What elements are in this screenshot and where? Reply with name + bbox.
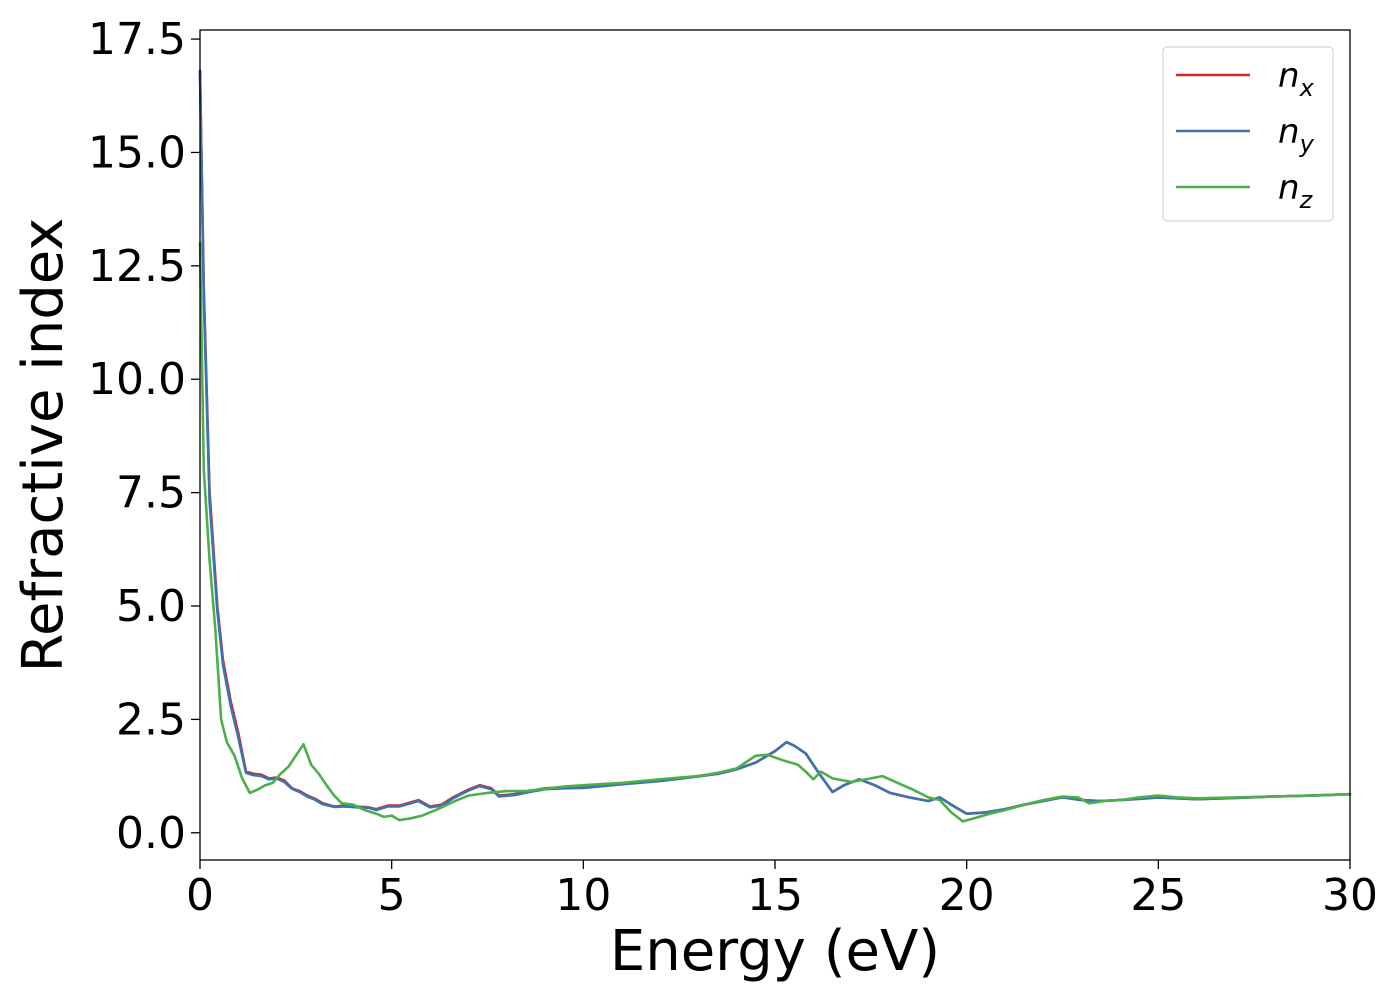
legend-box xyxy=(1162,46,1334,222)
y-tick-label: 17.5 xyxy=(88,14,186,65)
y-tick-label: 10.0 xyxy=(88,354,186,405)
y-tick-label: 0.0 xyxy=(116,808,186,859)
x-tick-label: 20 xyxy=(939,870,995,921)
legend-label-base: n xyxy=(1278,112,1300,152)
y-axis-title: Refractive index xyxy=(11,218,76,673)
legend-label-subscript: y xyxy=(1299,130,1315,158)
legend-label-nz: nz xyxy=(1278,168,1314,214)
y-tick-label: 5.0 xyxy=(116,581,186,632)
y-tick-label: 15.0 xyxy=(88,127,186,178)
legend-label-base: n xyxy=(1278,56,1300,96)
legend-label-nx: nx xyxy=(1278,56,1315,102)
y-tick-label: 7.5 xyxy=(116,468,186,519)
legend-label-subscript: x xyxy=(1299,74,1315,102)
x-tick-label: 0 xyxy=(186,870,214,921)
x-tick-label: 10 xyxy=(555,870,611,921)
y-axis: 0.0 2.5 5.0 7.5 10.0 12.5 15.0 17.5 xyxy=(88,14,200,859)
y-tick-label: 2.5 xyxy=(116,694,186,745)
x-tick-label: 15 xyxy=(747,870,803,921)
series-line-nz xyxy=(198,241,1352,823)
x-tick-label: 5 xyxy=(378,870,406,921)
y-tick-label: 12.5 xyxy=(88,241,186,292)
x-axis-title: Energy (eV) xyxy=(610,919,940,984)
x-axis: 0 5 10 15 20 25 30 xyxy=(186,860,1378,921)
legend-label-base: n xyxy=(1278,168,1300,208)
x-tick-label: 30 xyxy=(1322,870,1378,921)
series-layer xyxy=(198,69,1352,823)
legend-label-ny: ny xyxy=(1278,112,1315,158)
legend-label-subscript: z xyxy=(1299,186,1314,214)
x-tick-label: 25 xyxy=(1130,870,1186,921)
